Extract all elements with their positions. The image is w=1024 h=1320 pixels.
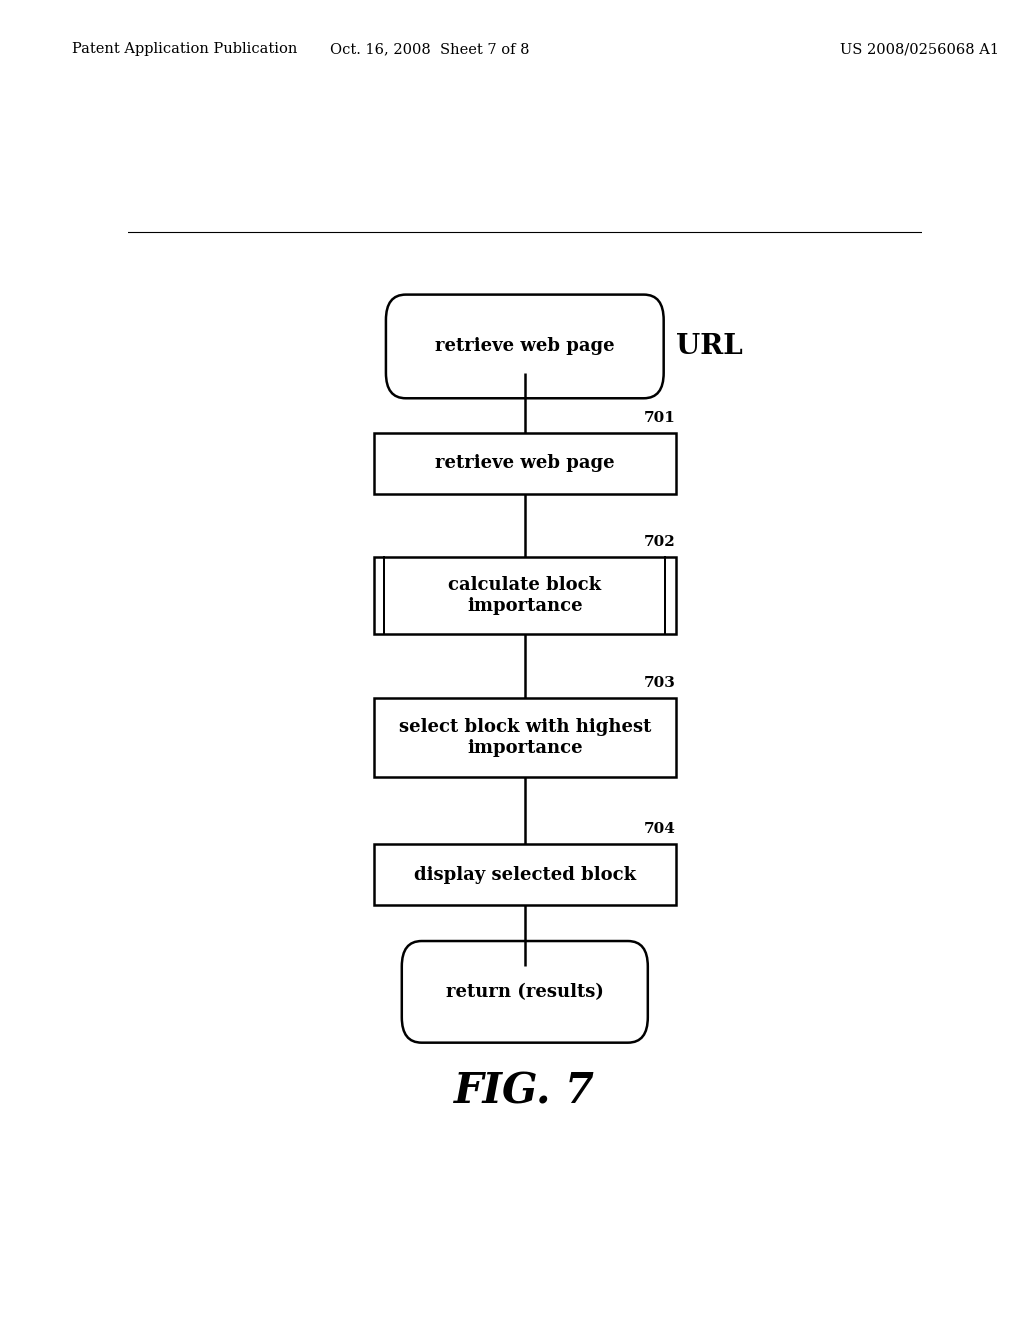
Bar [374,698,676,777]
Text: URL: URL [676,333,742,360]
Text: retrieve web page: retrieve web page [435,338,614,355]
FancyBboxPatch shape [386,294,664,399]
Text: FIG. 7: FIG. 7 [455,1071,595,1113]
Bar [374,557,676,634]
Text: Patent Application Publication: Patent Application Publication [72,42,297,57]
Text: 704: 704 [644,822,676,837]
FancyBboxPatch shape [401,941,648,1043]
Text: US 2008/0256068 A1: US 2008/0256068 A1 [840,42,998,57]
Text: 702: 702 [644,535,676,549]
Bar [374,433,676,494]
Text: Oct. 16, 2008  Sheet 7 of 8: Oct. 16, 2008 Sheet 7 of 8 [331,42,529,57]
Text: select block with highest
importance: select block with highest importance [398,718,651,758]
Text: display selected block: display selected block [414,866,636,884]
Text: 701: 701 [644,411,676,425]
Text: calculate block
importance: calculate block importance [449,576,601,615]
Text: retrieve web page: retrieve web page [435,454,614,473]
Text: 703: 703 [644,676,676,690]
Bar [374,845,676,906]
Text: return (results): return (results) [445,983,604,1001]
